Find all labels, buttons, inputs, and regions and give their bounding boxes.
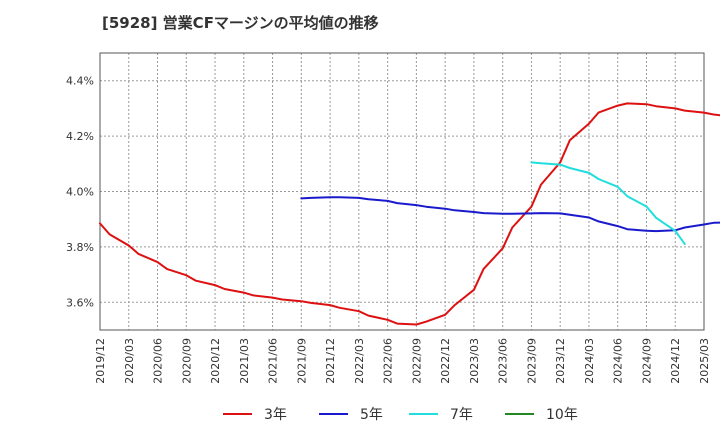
x-tick-label: 2020/12: [209, 338, 222, 384]
legend-label-3: 7年: [450, 407, 473, 423]
x-tick-label: 2021/03: [238, 338, 251, 384]
y-tick-label: 4.4%: [66, 75, 94, 88]
x-tick-label: 2024/03: [583, 338, 596, 384]
x-tick-label: 2020/06: [152, 338, 165, 384]
y-tick-label: 4.2%: [66, 130, 94, 143]
legend-label-4: 10年: [546, 407, 578, 423]
x-tick-label: 2022/09: [410, 338, 423, 384]
legend-label-2: 5年: [360, 407, 383, 423]
x-tick-label: 2024/06: [612, 338, 625, 384]
x-tick-label: 2024/12: [669, 338, 682, 384]
x-tick-label: 2020/03: [123, 338, 136, 384]
chart-title: [5928] 営業CFマージンの平均値の推移: [102, 14, 379, 32]
x-tick-label: 2025/03: [698, 338, 711, 384]
y-tick-label: 3.8%: [66, 241, 94, 254]
x-tick-label: 2023/09: [525, 338, 538, 384]
x-tick-label: 2021/12: [324, 338, 337, 384]
x-tick-label: 2023/12: [554, 338, 567, 384]
x-tick-label: 2021/09: [295, 338, 308, 384]
y-tick-label: 4.0%: [66, 186, 94, 199]
x-tick-label: 2023/06: [497, 338, 510, 384]
series-line-3: [530, 161, 686, 246]
x-tick-label: 2021/06: [267, 338, 280, 384]
series-line-2: [300, 196, 720, 233]
x-tick-label: 2022/06: [382, 338, 395, 384]
x-tick-label: 2022/03: [353, 338, 366, 384]
series-line-1: [99, 102, 720, 326]
x-tick-label: 2022/12: [439, 338, 452, 384]
x-tick-label: 2024/09: [640, 338, 653, 384]
x-tick-label: 2019/12: [94, 338, 107, 384]
x-tick-label: 2020/09: [180, 338, 193, 384]
x-tick-label: 2023/03: [468, 338, 481, 384]
y-tick-label: 3.6%: [66, 296, 94, 309]
legend-label-1: 3年: [264, 407, 287, 423]
plot-border: [99, 52, 705, 331]
